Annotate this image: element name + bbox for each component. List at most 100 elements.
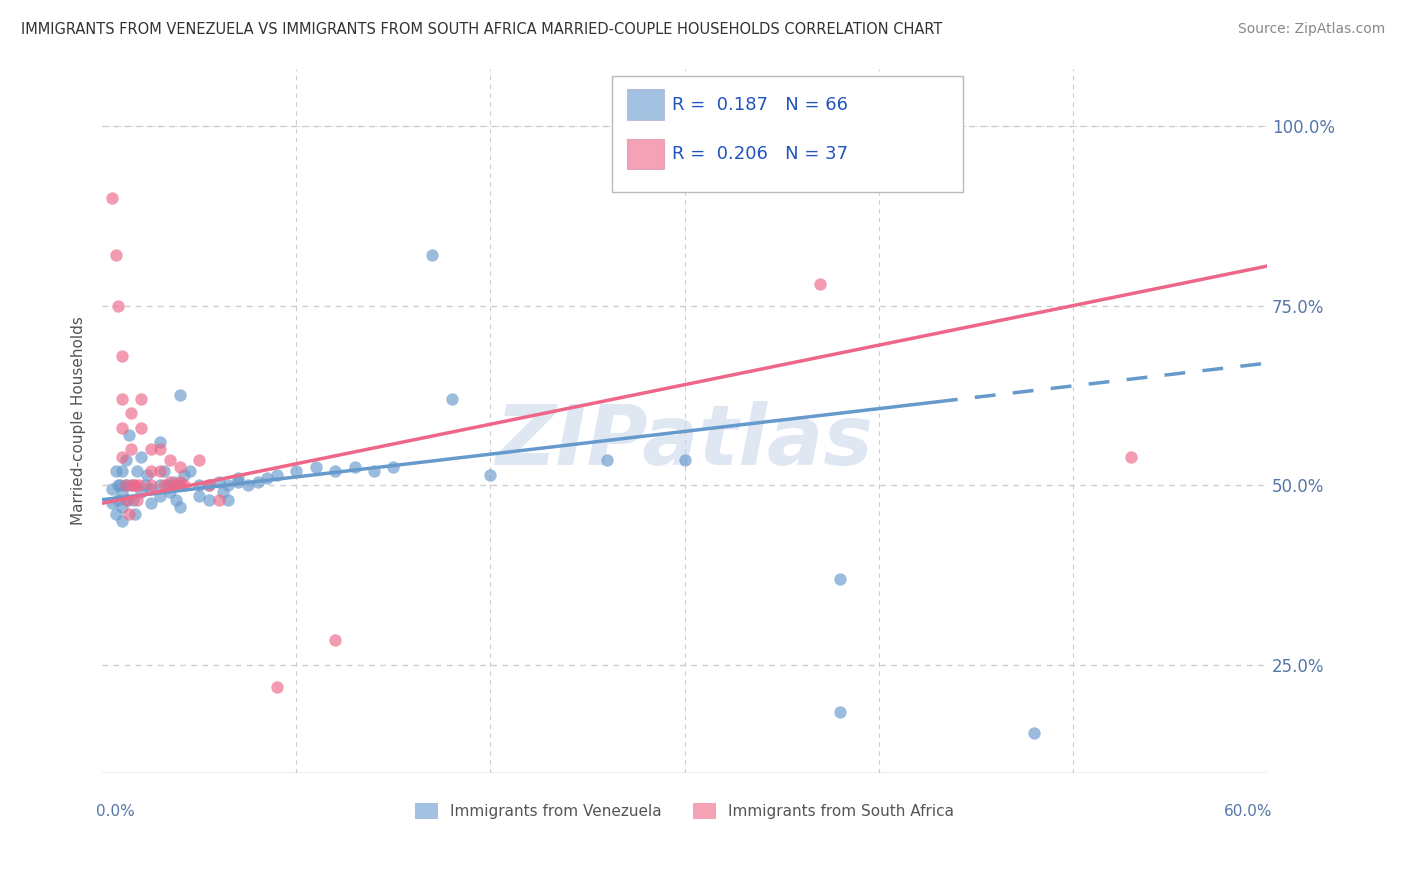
Point <box>179 464 201 478</box>
Text: Source: ZipAtlas.com: Source: ZipAtlas.com <box>1237 22 1385 37</box>
Point <box>128 478 150 492</box>
Point <box>211 485 233 500</box>
Point <box>114 478 136 492</box>
Point <box>104 248 127 262</box>
Point <box>198 478 221 492</box>
Text: 0.0%: 0.0% <box>97 804 135 819</box>
Point <box>673 453 696 467</box>
Point <box>828 572 851 586</box>
Y-axis label: Married-couple Households: Married-couple Households <box>72 316 86 525</box>
Point <box>1022 726 1045 740</box>
Point <box>111 450 134 464</box>
Point <box>165 492 187 507</box>
Point <box>129 421 152 435</box>
Point <box>173 478 195 492</box>
Point <box>169 478 191 492</box>
Point <box>134 478 156 492</box>
Point <box>149 435 172 450</box>
Point <box>198 478 221 492</box>
Point <box>118 507 141 521</box>
Point <box>323 632 346 647</box>
Point <box>120 407 142 421</box>
Point <box>107 492 129 507</box>
Point <box>129 485 152 500</box>
Point <box>124 507 146 521</box>
Point <box>122 478 145 492</box>
Point <box>266 467 288 482</box>
Point <box>111 392 134 406</box>
Point <box>111 464 134 478</box>
Point <box>173 467 195 482</box>
Point <box>108 478 131 492</box>
Point <box>107 299 129 313</box>
Point <box>149 478 172 492</box>
Point <box>111 485 134 500</box>
Point <box>159 475 181 489</box>
Point <box>120 442 142 457</box>
Point <box>101 496 124 510</box>
Point <box>226 475 249 489</box>
Point <box>139 442 162 457</box>
Point <box>256 471 278 485</box>
Point <box>236 478 259 492</box>
Text: ZIPatlas: ZIPatlas <box>496 401 873 483</box>
Point <box>153 478 176 492</box>
Point <box>382 460 405 475</box>
Point <box>420 248 443 262</box>
Point <box>188 453 211 467</box>
Point <box>208 492 231 507</box>
Point <box>139 464 162 478</box>
Point <box>217 478 239 492</box>
Point <box>163 475 186 489</box>
Point <box>104 464 127 478</box>
Point <box>305 460 328 475</box>
Text: IMMIGRANTS FROM VENEZUELA VS IMMIGRANTS FROM SOUTH AFRICA MARRIED-COUPLE HOUSEHO: IMMIGRANTS FROM VENEZUELA VS IMMIGRANTS … <box>21 22 942 37</box>
Point <box>1119 450 1142 464</box>
Point <box>127 492 149 507</box>
Point <box>107 478 129 492</box>
Point <box>124 478 146 492</box>
Point <box>169 500 191 514</box>
Point <box>135 467 157 482</box>
Point <box>117 492 139 507</box>
Point <box>217 492 239 507</box>
Point <box>810 277 832 291</box>
Point <box>104 507 127 521</box>
Point <box>129 450 152 464</box>
Point <box>169 475 191 489</box>
Point <box>117 492 139 507</box>
Point <box>285 464 308 478</box>
Point <box>226 471 249 485</box>
Point <box>363 464 385 478</box>
Point <box>169 388 191 402</box>
Text: R =  0.206   N = 37: R = 0.206 N = 37 <box>672 145 848 163</box>
Point <box>596 453 619 467</box>
Point <box>159 453 181 467</box>
Point <box>479 467 502 482</box>
Point <box>208 475 231 489</box>
Point <box>157 478 180 492</box>
Point <box>114 478 136 492</box>
Point <box>139 496 162 510</box>
Point <box>169 460 191 475</box>
Point <box>111 514 134 528</box>
Point <box>122 492 145 507</box>
Point <box>139 478 162 492</box>
Point <box>266 680 288 694</box>
Point <box>246 475 269 489</box>
Point <box>440 392 463 406</box>
Point <box>153 464 176 478</box>
Point <box>101 191 124 205</box>
Point <box>188 489 211 503</box>
Text: R =  0.187   N = 66: R = 0.187 N = 66 <box>672 96 848 114</box>
Point <box>111 421 134 435</box>
Point <box>139 482 162 496</box>
Point <box>188 478 211 492</box>
Point <box>149 464 172 478</box>
Point <box>111 349 134 363</box>
Point <box>149 489 172 503</box>
Legend: Immigrants from Venezuela, Immigrants from South Africa: Immigrants from Venezuela, Immigrants fr… <box>409 797 960 825</box>
Point <box>198 492 221 507</box>
Point <box>165 478 187 492</box>
Point <box>828 705 851 719</box>
